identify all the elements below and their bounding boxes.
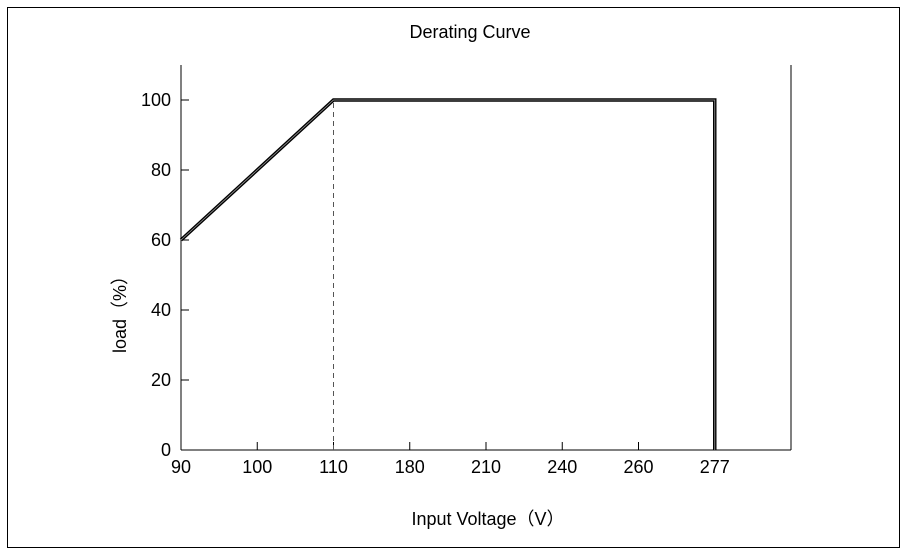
ticks-layer: 0 20 40 60 80 100 90 100 110 180 210 240 260 277 (141, 90, 792, 477)
x-tick-label: 210 (471, 457, 501, 477)
y-tick-label: 80 (151, 160, 171, 180)
series-layer (179, 98, 717, 450)
x-tick-label: 277 (700, 457, 730, 477)
chart-frame (7, 7, 900, 548)
x-tick-label: 180 (395, 457, 425, 477)
y-axis-label: load（%） (110, 267, 130, 353)
x-tick-label: 260 (623, 457, 653, 477)
series-line-highlight (180, 99, 716, 450)
x-tick-label: 100 (242, 457, 272, 477)
y-tick-label: 0 (161, 440, 171, 460)
x-tick-label: 110 (319, 457, 348, 477)
y-tick-label: 40 (151, 300, 171, 320)
x-tick-label: 240 (547, 457, 577, 477)
chart-title: Derating Curve (409, 22, 530, 42)
y-tick-label: 20 (151, 370, 171, 390)
y-tick-label: 60 (151, 230, 171, 250)
x-axis-label: Input Voltage（V） (411, 509, 564, 529)
x-tick-label: 90 (171, 457, 191, 477)
y-tick-label: 100 (141, 90, 171, 110)
